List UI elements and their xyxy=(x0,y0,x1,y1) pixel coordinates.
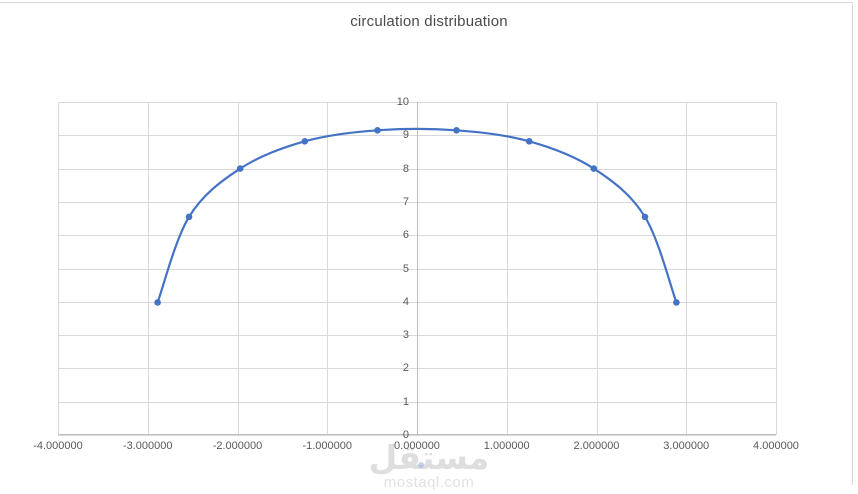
y-axis-tick-label: 6 xyxy=(402,229,409,242)
y-axis-tick-label: 2 xyxy=(402,362,409,375)
y-axis-tick-label: 7 xyxy=(402,195,409,208)
data-point-marker xyxy=(185,213,193,221)
x-axis-tick-label: 0.000000 xyxy=(394,440,440,452)
x-axis-tick-label: -1.000000 xyxy=(302,440,353,452)
plot-area xyxy=(58,102,777,436)
series-line xyxy=(156,127,678,304)
chart-border-top xyxy=(0,2,853,3)
data-point-marker xyxy=(236,165,244,172)
chart-border-right xyxy=(852,2,853,485)
y-axis-tick-label: 1 xyxy=(402,395,409,408)
x-axis-tick-label: -2.000000 xyxy=(212,440,263,452)
data-point-marker xyxy=(154,299,161,306)
x-axis-tick-label: 2.000000 xyxy=(573,440,620,452)
y-axis-tick-label: 4 xyxy=(402,295,409,308)
y-axis-tick-label: 5 xyxy=(402,262,409,275)
x-axis-tick-label: 4.000000 xyxy=(753,440,799,452)
gridline-vertical xyxy=(776,102,777,435)
y-axis-tick-label: 9 xyxy=(402,129,409,142)
data-point-marker xyxy=(525,137,533,145)
chart-title: circulation distribuation xyxy=(350,13,508,30)
y-axis-line xyxy=(417,102,418,435)
y-axis-tick-label: 0 xyxy=(402,429,409,441)
y-axis-tick-label: 3 xyxy=(402,329,409,342)
x-axis-line xyxy=(58,434,776,435)
data-point-marker xyxy=(641,213,649,221)
data-point-marker xyxy=(374,127,381,134)
watermark-blue-dot-icon xyxy=(418,462,424,468)
x-axis-tick-label: 1.000000 xyxy=(483,440,530,452)
y-axis-tick-label: 8 xyxy=(402,162,409,175)
watermark-site-text: mostaql.com xyxy=(383,474,475,491)
y-axis-tick-label: 10 xyxy=(396,96,409,108)
data-point-marker xyxy=(673,299,680,306)
gridline-horizontal xyxy=(58,435,776,436)
data-point-marker xyxy=(590,165,598,172)
x-axis-tick-label: -3.000000 xyxy=(122,440,173,452)
x-axis-tick-label: -4.000000 xyxy=(33,440,83,452)
data-point-marker xyxy=(301,137,309,145)
data-point-marker xyxy=(453,127,460,134)
x-axis-tick-label: 3.000000 xyxy=(663,440,710,452)
series-svg xyxy=(154,127,680,306)
